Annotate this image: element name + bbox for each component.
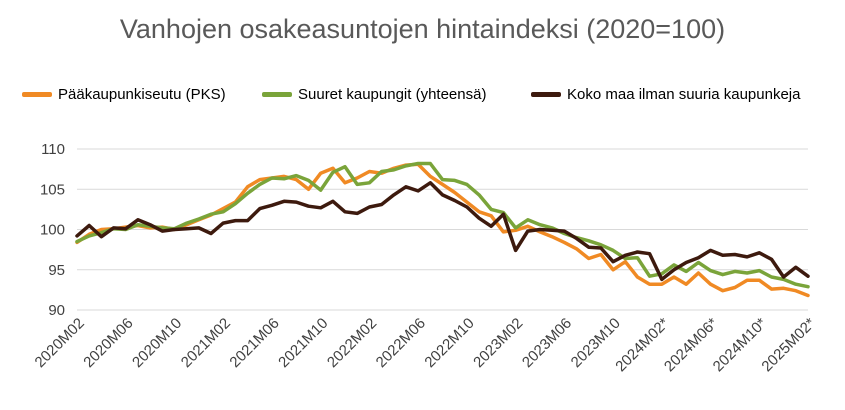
- x-tick-label: 2023M02: [470, 315, 526, 371]
- legend-swatch-koko-maa: [531, 92, 561, 97]
- y-tick-label: 110: [41, 141, 65, 158]
- x-tick-label: 2022M10: [421, 315, 477, 371]
- series-line-3: [75, 181, 810, 282]
- legend-swatch-pks: [22, 92, 52, 97]
- x-tick-label: 2025M02*: [758, 315, 818, 375]
- x-tick-label: 2022M02: [324, 315, 380, 371]
- legend-swatch-suuret-kaupungit: [262, 92, 292, 97]
- chart-title: Vanhojen osakeasuntojen hintaindeksi (20…: [119, 14, 726, 44]
- x-tick-label: 2023M06: [519, 315, 575, 371]
- x-tick-label: 2021M02: [178, 315, 234, 371]
- x-tick-label: 2021M10: [275, 315, 331, 371]
- legend-label-suuret-kaupungit: Suuret kaupungit (yhteensä): [298, 86, 487, 103]
- y-tick-label: 95: [48, 262, 65, 279]
- legend-item-pks: Pääkaupunkiseutu (PKS): [22, 86, 226, 103]
- y-tick-label: 105: [40, 181, 65, 198]
- legend-label-koko-maa: Koko maa ilman suuria kaupunkeja: [567, 86, 801, 103]
- series-line-2: [75, 161, 810, 289]
- x-tick-label: 2022M06: [373, 315, 429, 371]
- x-tick-label: 2020M10: [129, 315, 185, 371]
- x-tick-label: 2020M06: [80, 315, 136, 371]
- legend-item-koko-maa: Koko maa ilman suuria kaupunkeja: [531, 86, 800, 103]
- y-tick-label: 100: [40, 222, 65, 239]
- x-tick-label: 2020M02: [32, 315, 88, 371]
- legend-label-pks: Pääkaupunkiseutu (PKS): [58, 86, 226, 103]
- x-tick-label: 2021M06: [227, 315, 283, 371]
- legend-item-suuret-kaupungit: Suuret kaupungit (yhteensä): [262, 86, 486, 103]
- chart-legend: Pääkaupunkiseutu (PKS) Suuret kaupungit …: [0, 86, 845, 108]
- y-tick-label: 90: [48, 302, 65, 319]
